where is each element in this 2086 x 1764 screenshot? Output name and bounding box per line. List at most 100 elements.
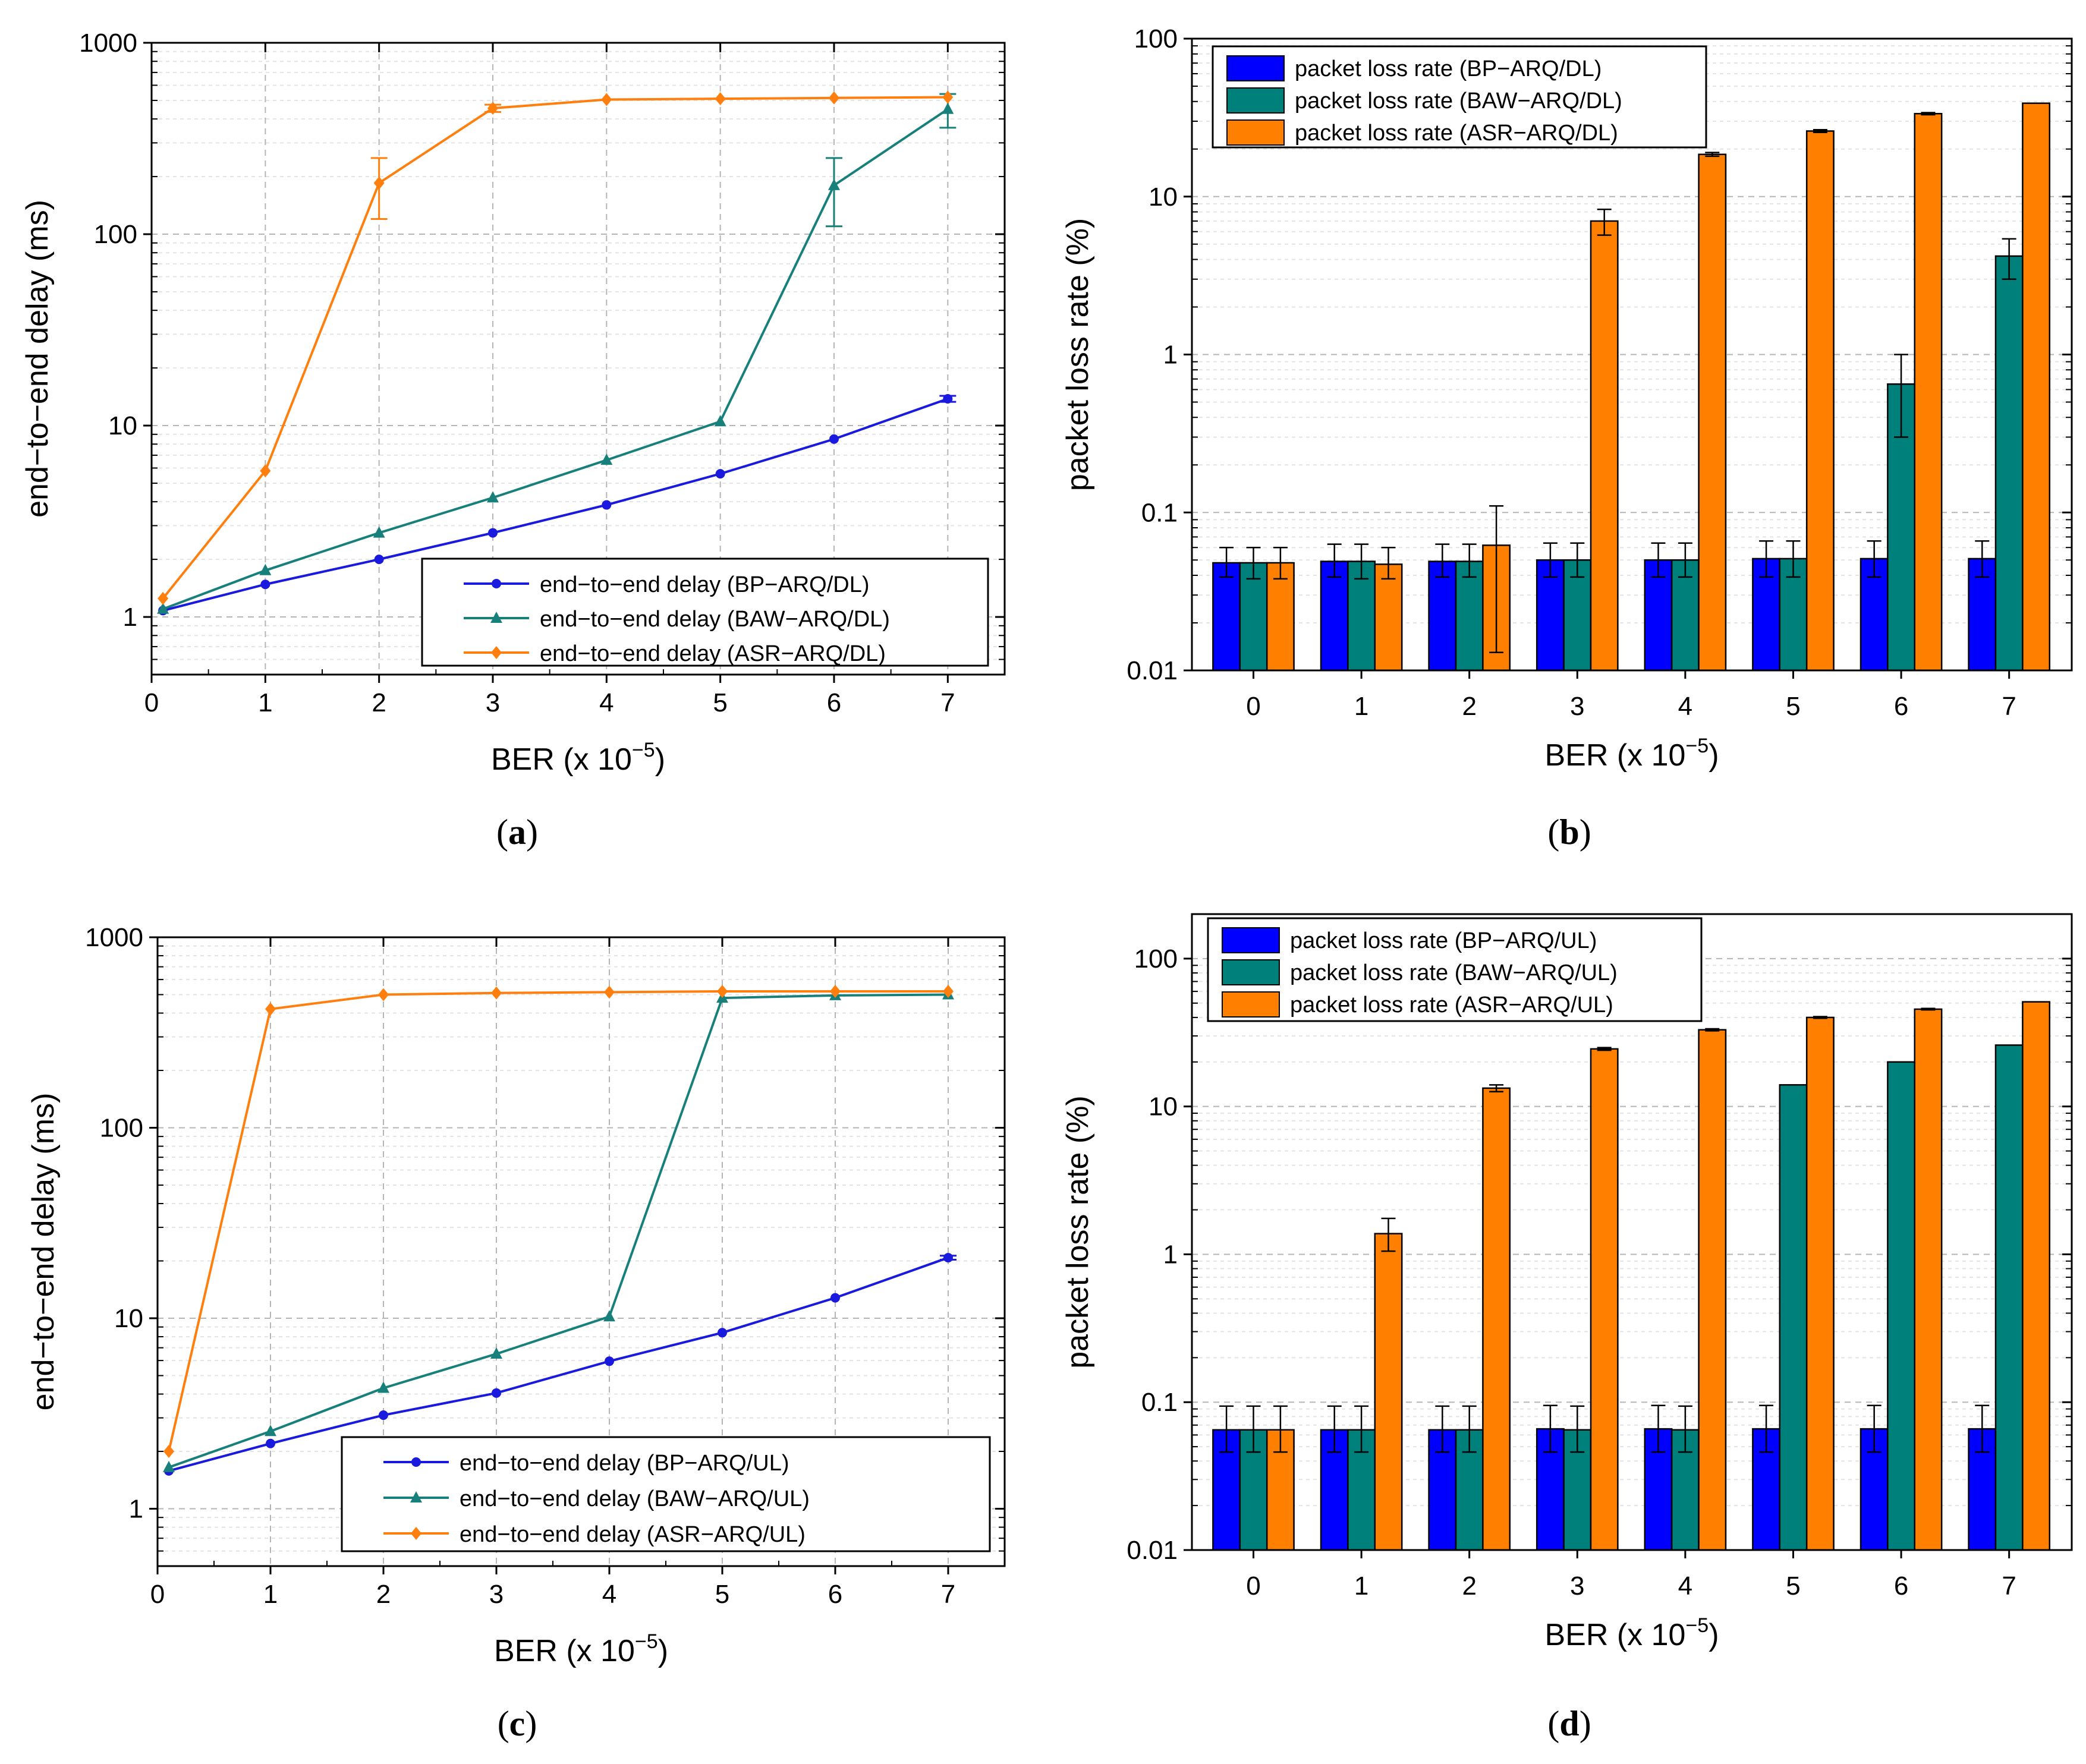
bar-1: [1455, 560, 1484, 672]
x-axis-label-exponent: −5: [635, 1630, 658, 1653]
x-tick-label: 1: [263, 1580, 278, 1609]
bar-1: [1239, 562, 1268, 672]
data-point-2: [265, 1002, 276, 1016]
bar-0: [1644, 1428, 1673, 1551]
data-point-2: [378, 988, 389, 1001]
y-tick-label: 1: [129, 1495, 143, 1524]
x-tick-label: 6: [1894, 1571, 1908, 1601]
data-point-0: [829, 434, 839, 444]
x-axis-label-close: ): [655, 742, 665, 777]
x-tick-label: 4: [1678, 1571, 1692, 1601]
data-point-0: [718, 1328, 727, 1338]
legend-swatch: [1222, 959, 1280, 985]
bar-2: [2022, 102, 2051, 672]
x-axis-label-exponent: −5: [1685, 1614, 1709, 1637]
y-tick-label: 10: [1149, 182, 1178, 212]
bar-chart-panel-d: 0.01 0.1 1 10 100 0 1 2 3 4 5 6 7 packet loss rate (B…: [1061, 913, 2073, 1743]
y-axis-label: packet loss rate (%): [1061, 1095, 1095, 1369]
data-point-1: [828, 178, 840, 190]
x-tick-label: 4: [602, 1580, 616, 1609]
bar-2: [1374, 563, 1403, 672]
caption-open: (: [498, 1704, 509, 1743]
x-tick-label: 0: [1246, 1571, 1260, 1601]
legend-label: packet loss rate (ASR−ARQ/DL): [1295, 121, 1618, 146]
y-tick-label: 100: [1134, 24, 1178, 53]
panel-caption: (d): [1547, 1704, 1591, 1743]
x-tick-label: 3: [489, 1580, 504, 1609]
series-line-1: [168, 993, 949, 1469]
data-point-0: [830, 1293, 840, 1303]
x-tick-label: 1: [1354, 692, 1368, 721]
y-tick-label: 10: [114, 1304, 143, 1333]
data-point-1: [265, 1425, 276, 1437]
data-point-1: [600, 453, 613, 465]
legend-swatch: [1222, 991, 1280, 1018]
x-axis-label-text: BER (x 10: [491, 742, 632, 777]
x-axis-label-text: BER (x 10: [494, 1634, 635, 1668]
legend-swatch: [1226, 87, 1285, 114]
x-tick-label: 4: [1678, 692, 1692, 721]
data-point-0: [488, 528, 498, 538]
bar-2: [2022, 1001, 2051, 1551]
data-point-2: [604, 985, 615, 999]
data-point-0: [943, 1253, 953, 1263]
x-axis-label-exponent: −5: [1685, 735, 1709, 757]
x-tick-label: 6: [1894, 692, 1908, 721]
x-tick-label: 2: [376, 1580, 391, 1609]
data-point-1: [714, 415, 726, 427]
legend-box: [1212, 45, 1707, 149]
legend-marker: [490, 612, 502, 623]
data-point-1: [259, 563, 272, 575]
y-tick-label: 10: [1149, 1092, 1178, 1122]
y-tick-label: 100: [94, 220, 137, 249]
line-chart-panel-c: 1 10 100 1000 0 1 2 3 4 5 6 7 end−to−end delay (BP−A…: [26, 923, 1006, 1743]
x-tick-label: 6: [827, 688, 841, 717]
bar-0: [1212, 562, 1241, 672]
x-axis-label-close: ): [1709, 1618, 1719, 1652]
bar-1: [1779, 1084, 1808, 1551]
data-point-2: [942, 90, 954, 104]
y-tick-label: 1: [1163, 1240, 1178, 1269]
data-point-0: [605, 1356, 614, 1366]
data-point-1: [377, 1381, 389, 1393]
legend-marker: [411, 1527, 421, 1540]
x-tick-label: 0: [144, 688, 159, 717]
data-point-0: [943, 393, 953, 404]
plot-frame: [150, 42, 1006, 676]
caption-open: (: [1547, 1704, 1559, 1743]
data-point-2: [491, 986, 502, 1000]
y-tick-label: 1: [123, 603, 137, 632]
legend-label: end−to−end delay (ASR−ARQ/DL): [540, 641, 886, 666]
data-point-1: [487, 491, 499, 503]
data-point-2: [717, 985, 728, 998]
x-tick-label: 1: [258, 688, 272, 717]
data-point-2: [487, 102, 498, 115]
data-point-2: [829, 91, 839, 105]
caption-close: ): [526, 812, 538, 852]
legend-label: packet loss rate (BAW−ARQ/DL): [1295, 89, 1622, 114]
data-point-2: [943, 985, 954, 998]
bar-2: [1590, 1048, 1619, 1551]
series-line-0: [168, 1256, 949, 1472]
x-tick-label: 3: [1570, 692, 1584, 721]
legend-label: end−to−end delay (BAW−ARQ/UL): [460, 1486, 810, 1511]
x-tick-label: 4: [599, 688, 613, 717]
data-point-1: [490, 1347, 502, 1359]
caption-close: ): [1580, 1704, 1591, 1743]
legend-box: [421, 557, 989, 667]
bar-2: [1805, 1016, 1835, 1551]
legend-marker: [411, 1457, 421, 1467]
data-point-2: [601, 93, 612, 106]
bar-0: [1536, 559, 1565, 672]
bar-2: [1914, 1008, 1943, 1551]
legend-swatch: [1222, 927, 1280, 953]
data-point-0: [715, 469, 725, 479]
y-tick-label: 1: [1163, 341, 1178, 370]
y-tick-label: 1000: [79, 29, 137, 58]
y-tick-label: 10: [108, 411, 137, 440]
series-line-2: [162, 96, 948, 600]
bar-2: [1266, 562, 1295, 672]
x-tick-label: 5: [1786, 1571, 1800, 1601]
bar-2: [1698, 153, 1727, 672]
